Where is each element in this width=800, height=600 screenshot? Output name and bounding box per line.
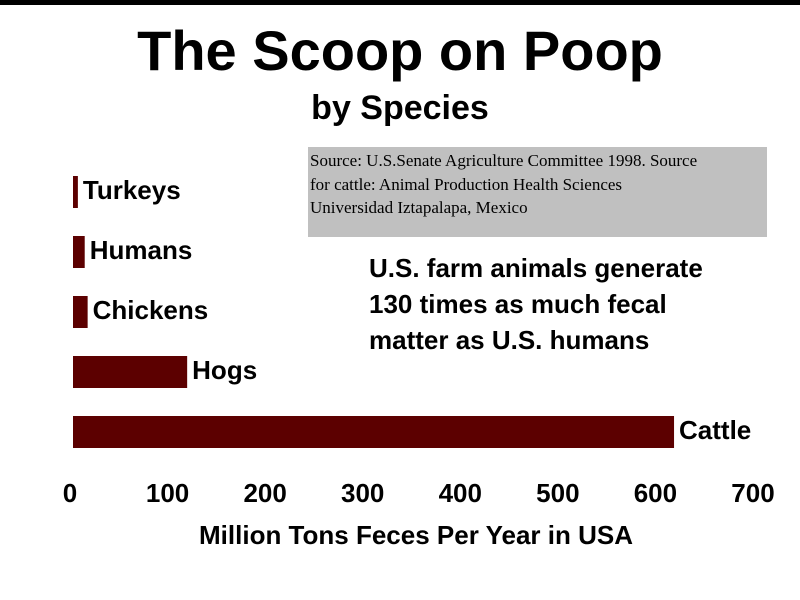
x-tick-label: 700 (731, 478, 774, 508)
x-tick-label: 0 (63, 478, 77, 508)
top-border (0, 0, 800, 5)
bar (73, 356, 188, 388)
chart-title: The Scoop on Poop (137, 19, 663, 82)
source-line: Universidad Iztapalapa, Mexico (310, 198, 528, 217)
annotation-line: U.S. farm animals generate (369, 253, 703, 283)
category-label: Cattle (679, 415, 751, 445)
category-label: Humans (90, 235, 193, 265)
source-line: for cattle: Animal Production Health Sci… (310, 175, 622, 194)
x-tick-label: 100 (146, 478, 189, 508)
x-tick-label: 600 (634, 478, 677, 508)
source-line: Source: U.S.Senate Agriculture Committee… (310, 151, 697, 170)
x-tick-label: 300 (341, 478, 384, 508)
x-axis-label: Million Tons Feces Per Year in USA (199, 520, 633, 550)
x-tick-label: 500 (536, 478, 579, 508)
source-box (308, 147, 767, 237)
bar (73, 416, 675, 448)
bar (73, 176, 78, 208)
category-label: Chickens (93, 295, 209, 325)
annotation-line: matter as U.S. humans (369, 325, 649, 355)
x-tick-label: 400 (439, 478, 482, 508)
annotation-line: 130 times as much fecal (369, 289, 667, 319)
bar (73, 236, 85, 268)
x-tick-label: 200 (243, 478, 286, 508)
category-label: Turkeys (83, 175, 181, 205)
category-label: Hogs (192, 355, 257, 385)
bar (73, 296, 88, 328)
chart-subtitle: by Species (311, 89, 489, 127)
